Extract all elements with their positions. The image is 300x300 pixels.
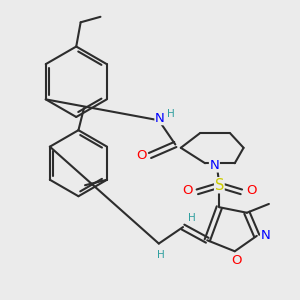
Text: O: O [246, 184, 256, 197]
Text: H: H [167, 109, 175, 119]
Text: S: S [215, 178, 224, 193]
Text: O: O [232, 254, 242, 267]
Text: N: N [261, 230, 271, 242]
Text: N: N [155, 112, 165, 124]
Text: O: O [182, 184, 193, 197]
Text: N: N [209, 159, 219, 172]
Text: O: O [136, 149, 146, 162]
Text: H: H [188, 213, 196, 223]
Text: H: H [157, 250, 165, 260]
